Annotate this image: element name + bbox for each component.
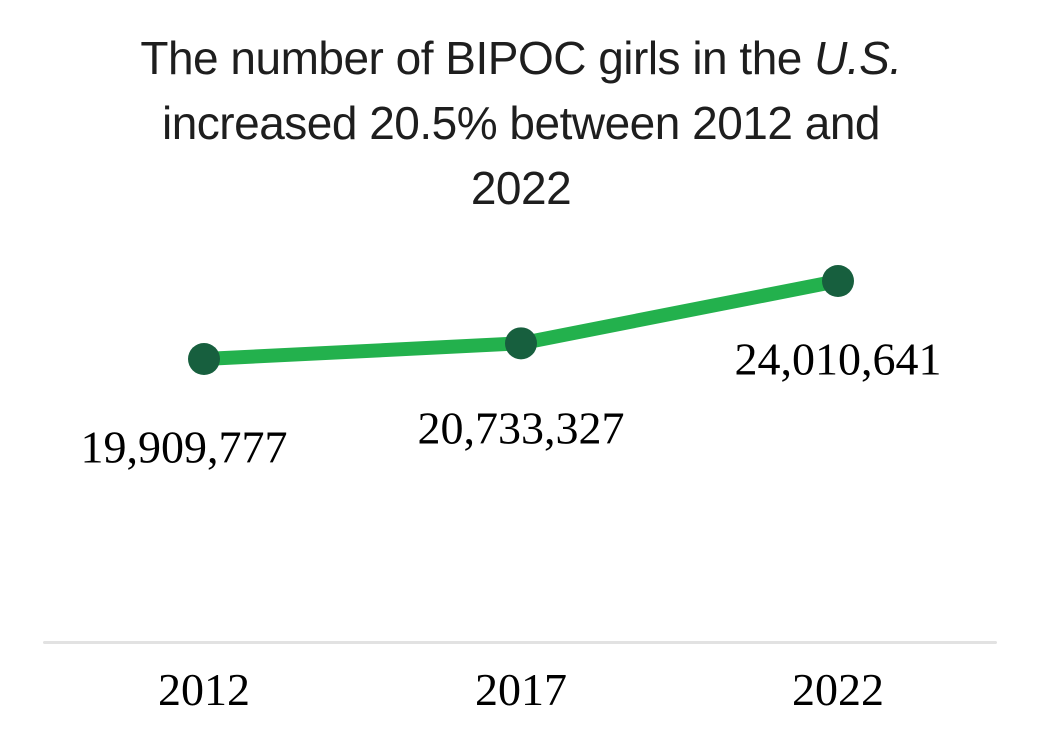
x-tick-label-2022: 2022: [792, 664, 884, 715]
chart-title-line3: 2022: [470, 162, 572, 214]
chart-title-line2: increased 20.5% between 2012 and: [161, 97, 881, 149]
value-label-2012: 19,909,777: [80, 421, 288, 473]
chart-title: The number of BIPOC girls in the U.S. in…: [17, 26, 1025, 221]
value-label-2017: 20,733,327: [417, 402, 625, 454]
x-tick-label-2012: 2012: [158, 664, 250, 715]
chart-title-line1: The number of BIPOC girls in the U.S.: [17, 26, 1025, 91]
chart-title-line1-italic: U.S.: [814, 32, 902, 84]
data-point-marker-2022: [822, 265, 854, 297]
value-label-2022: 24,010,641: [734, 333, 942, 385]
x-tick-label-2017: 2017: [475, 664, 567, 715]
data-point-marker-2012: [188, 343, 220, 375]
chart-title-line1-regular: The number of BIPOC girls in the: [140, 32, 815, 84]
data-point-marker-2017: [505, 327, 537, 360]
x-axis-line: [43, 641, 997, 644]
